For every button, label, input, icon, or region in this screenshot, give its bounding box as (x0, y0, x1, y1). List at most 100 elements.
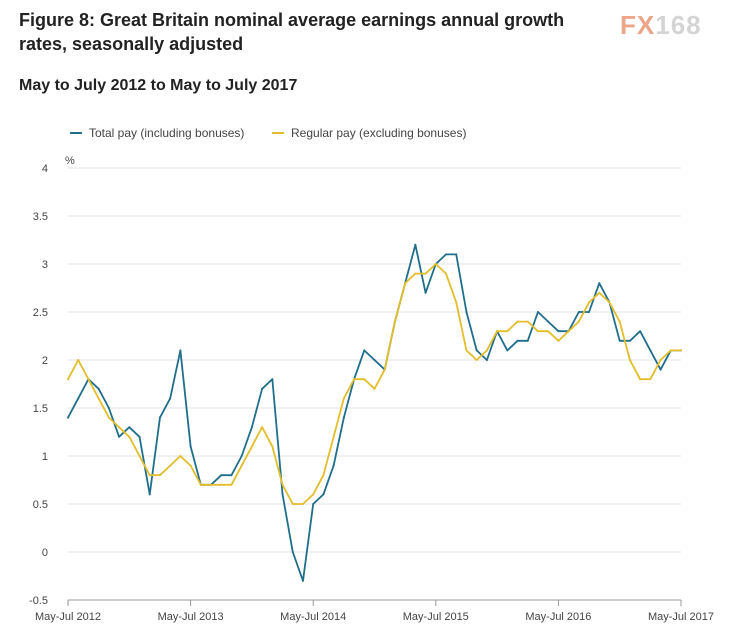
x-tick-label: May-Jul 2014 (280, 611, 346, 623)
data-point-total (128, 426, 131, 429)
data-point-regular (250, 445, 253, 448)
data-point-regular (608, 301, 611, 304)
data-point-regular (404, 282, 407, 285)
data-point-total (649, 349, 652, 352)
data-point-total (577, 311, 580, 313)
data-point-regular (414, 272, 417, 275)
data-point-regular (547, 330, 550, 333)
data-point-regular (516, 320, 519, 323)
data-point-regular (261, 426, 264, 429)
data-point-total (363, 349, 366, 352)
data-point-total (107, 407, 110, 409)
data-point-regular (465, 349, 468, 352)
data-point-total (342, 416, 345, 419)
data-point-total (261, 387, 264, 390)
data-point-regular (301, 503, 304, 505)
data-point-total (322, 493, 325, 496)
data-point-regular (526, 320, 529, 323)
data-point-total (97, 387, 100, 390)
data-point-regular (128, 435, 131, 438)
data-point-total (220, 474, 223, 477)
data-point-total (536, 311, 539, 313)
data-point-total (169, 397, 172, 400)
y-tick-label: 3.5 (33, 211, 48, 223)
data-point-regular (475, 359, 478, 361)
data-point-total (373, 359, 376, 361)
logo-number-text: 168 (655, 10, 702, 40)
data-point-regular (669, 349, 672, 352)
data-point-total (475, 349, 478, 352)
y-tick-label: 0 (42, 547, 48, 559)
series-line-total (67, 243, 682, 582)
y-tick-label: 4 (42, 163, 48, 175)
fx168-logo: FX168 (620, 10, 702, 41)
data-point-regular (271, 445, 274, 448)
data-point-regular (353, 378, 356, 381)
data-point-total (485, 359, 488, 361)
data-point-regular (557, 339, 560, 342)
data-point-total (77, 397, 80, 400)
legend-label-regular: Regular pay (excluding bonuses) (291, 126, 466, 140)
data-point-total (230, 474, 233, 477)
data-point-total (547, 320, 550, 323)
series-lines (67, 243, 682, 582)
data-point-regular (628, 359, 631, 361)
data-point-regular (445, 272, 448, 275)
axes: -0.5 0 0.5 1 1.5 2 2.5 3 3.5 4% May-Jul 2012 May-Ju… (29, 155, 714, 623)
data-point-regular (199, 483, 202, 486)
legend: Total pay (including bonuses) Regular pay… (70, 126, 466, 140)
data-point-regular (230, 483, 233, 486)
data-point-regular (169, 464, 172, 467)
data-point-regular (363, 378, 366, 381)
data-point-total (455, 253, 458, 256)
data-point-total (465, 311, 468, 313)
data-point-total (639, 330, 642, 333)
data-point-regular (649, 378, 652, 381)
y-tick-label: 1 (42, 451, 48, 463)
data-point-total (445, 253, 448, 256)
y-tick-label: -0.5 (29, 595, 48, 607)
legend-label-total: Total pay (including bonuses) (89, 126, 244, 140)
y-tick-label: 3 (42, 259, 48, 271)
series-line-regular (67, 263, 682, 505)
data-point-total (118, 435, 121, 438)
data-point-regular (424, 272, 427, 275)
data-point-regular (536, 330, 539, 333)
data-point-regular (332, 435, 335, 438)
data-point-total (506, 349, 509, 352)
data-point-total (516, 339, 519, 342)
y-axis-unit-label: % (65, 155, 75, 167)
data-point-regular (680, 349, 682, 352)
data-point-total (271, 378, 274, 381)
gridlines (68, 167, 681, 553)
data-point-regular (567, 330, 570, 333)
logo-fx-text: FX (620, 10, 656, 40)
data-point-total (158, 416, 161, 419)
data-point-total (312, 503, 315, 505)
data-point-regular (138, 455, 141, 457)
data-point-regular (393, 320, 396, 323)
data-point-regular (659, 359, 662, 361)
chart-title: Figure 8: Great Britain nominal average … (19, 10, 565, 54)
data-point-total (557, 330, 560, 333)
data-point-regular (312, 493, 315, 496)
data-point-regular (87, 378, 90, 381)
data-point-total (424, 291, 427, 294)
data-point-regular (118, 426, 121, 429)
data-point-total (301, 579, 304, 582)
data-point-total (628, 339, 631, 342)
data-point-regular (220, 483, 223, 486)
data-point-regular (77, 359, 80, 361)
data-point-total (332, 464, 335, 467)
data-point-regular (455, 301, 458, 304)
data-point-regular (598, 291, 601, 294)
data-point-total (250, 426, 253, 429)
data-point-regular (179, 455, 182, 457)
data-point-regular (577, 320, 580, 323)
data-point-total (526, 339, 529, 342)
x-tick-label: May-Jul 2013 (158, 611, 224, 623)
data-point-total (414, 243, 417, 246)
data-point-regular (506, 330, 509, 333)
data-point-regular (67, 378, 69, 381)
